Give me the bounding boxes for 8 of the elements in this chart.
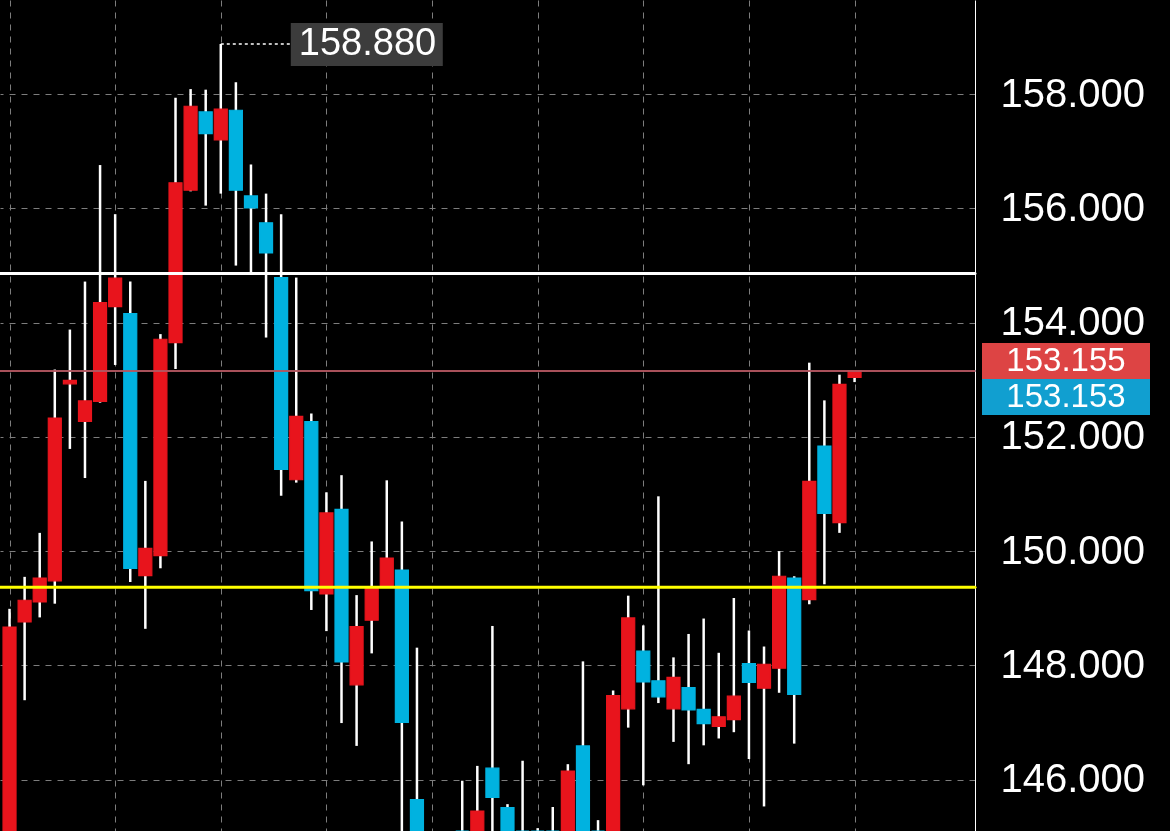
y-tick-label: 146.000 [1000, 756, 1146, 801]
y-tick-label: 148.000 [1000, 641, 1146, 686]
ref-line-label: 153.153 [1006, 377, 1126, 415]
y-tick-label: 150.000 [1000, 527, 1146, 572]
y-tick-label: 152.000 [1000, 413, 1146, 458]
annotation: 158.880 [298, 20, 437, 63]
y-tick-label: 156.000 [1000, 184, 1146, 229]
y-tick-label: 158.000 [1000, 70, 1146, 115]
